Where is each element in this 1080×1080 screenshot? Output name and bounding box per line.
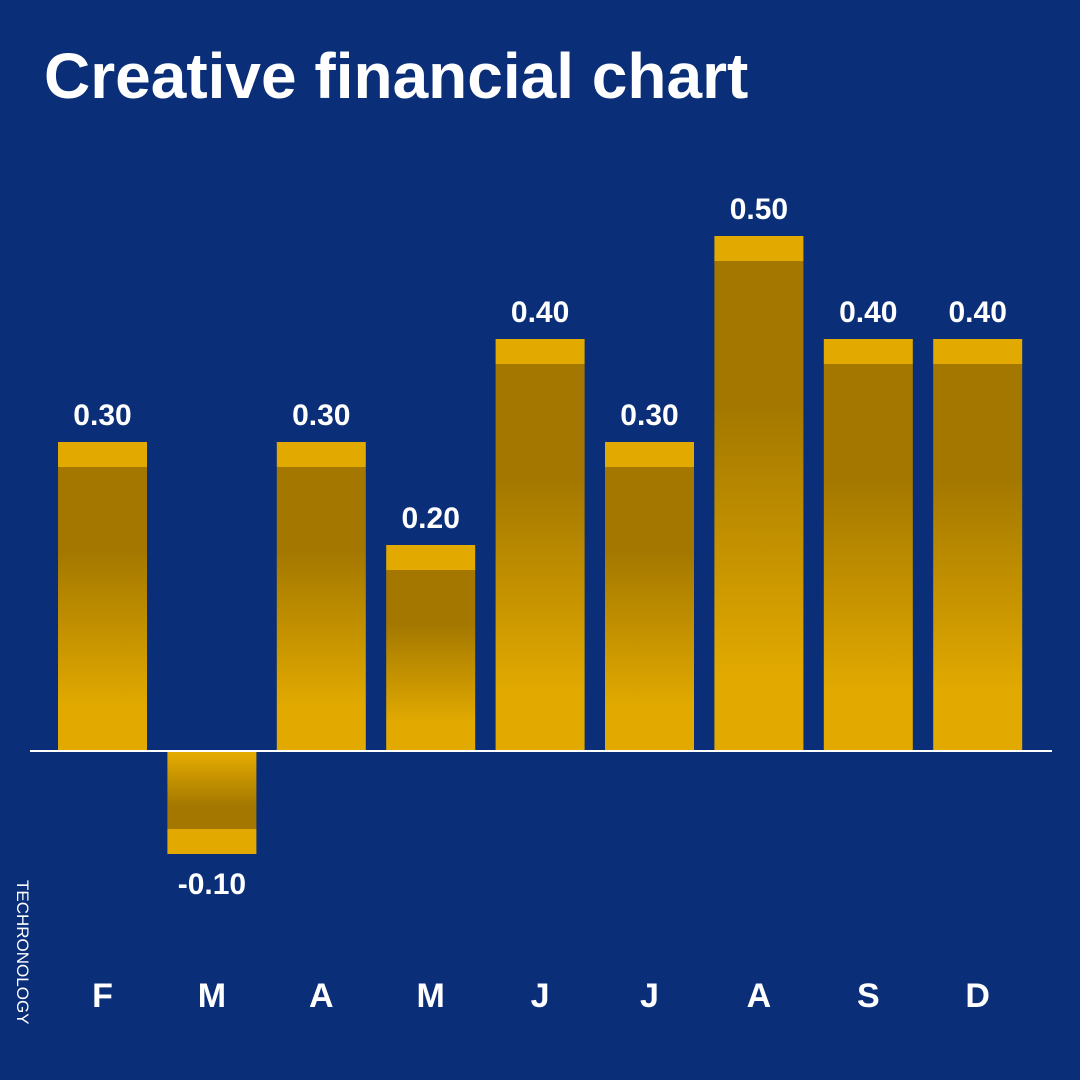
bar-cap bbox=[605, 442, 694, 467]
category-label: J bbox=[640, 977, 659, 1015]
bar-value-label: 0.30 bbox=[620, 399, 678, 432]
bar-group: 0.30 F bbox=[58, 399, 147, 1015]
bar-group: 0.20 M bbox=[386, 502, 476, 1015]
category-label: D bbox=[965, 977, 990, 1015]
bar-cap bbox=[167, 829, 257, 854]
bar bbox=[605, 467, 694, 751]
bar-cap bbox=[58, 442, 147, 467]
bar-value-label: 0.40 bbox=[511, 296, 569, 329]
bar-value-label: 0.30 bbox=[292, 399, 350, 432]
bar-cap bbox=[276, 442, 366, 467]
category-label: M bbox=[417, 977, 445, 1015]
bar bbox=[495, 364, 585, 751]
bar bbox=[714, 261, 804, 751]
bar-group: 0.30 J bbox=[605, 399, 694, 1015]
bar bbox=[933, 364, 1023, 751]
bar-group: 0.30 A bbox=[276, 399, 366, 1015]
bar bbox=[58, 467, 147, 751]
bar-group: 0.50 A bbox=[714, 193, 804, 1015]
bar-cap bbox=[823, 339, 913, 364]
category-label: M bbox=[198, 977, 226, 1015]
bar-cap bbox=[495, 339, 585, 364]
chart-title: Creative financial chart bbox=[44, 40, 749, 112]
bar-value-label: 0.20 bbox=[402, 502, 460, 535]
bar bbox=[823, 364, 913, 751]
bar bbox=[276, 467, 366, 751]
category-label: A bbox=[747, 977, 772, 1015]
category-label: F bbox=[92, 977, 113, 1015]
bar-value-label: -0.10 bbox=[178, 868, 246, 901]
category-label: S bbox=[857, 977, 880, 1015]
brand-watermark: TECHRONOLOGY bbox=[13, 880, 32, 1025]
bar-value-label: 0.40 bbox=[949, 296, 1007, 329]
bar-value-label: 0.40 bbox=[839, 296, 897, 329]
bar bbox=[386, 570, 476, 751]
bar-group: 0.40 S bbox=[823, 296, 913, 1015]
category-label: A bbox=[309, 977, 334, 1015]
category-label: J bbox=[531, 977, 550, 1015]
bar-cap bbox=[386, 545, 476, 570]
bar-group: 0.40 D bbox=[933, 296, 1023, 1015]
bar-group: 0.40 J bbox=[495, 296, 585, 1015]
bar-cap bbox=[933, 339, 1023, 364]
bar-cap bbox=[714, 236, 804, 261]
bar bbox=[167, 751, 257, 829]
bar-value-label: 0.50 bbox=[730, 193, 788, 226]
bar-group: -0.10 M bbox=[167, 751, 257, 1015]
bar-value-label: 0.30 bbox=[73, 399, 131, 432]
